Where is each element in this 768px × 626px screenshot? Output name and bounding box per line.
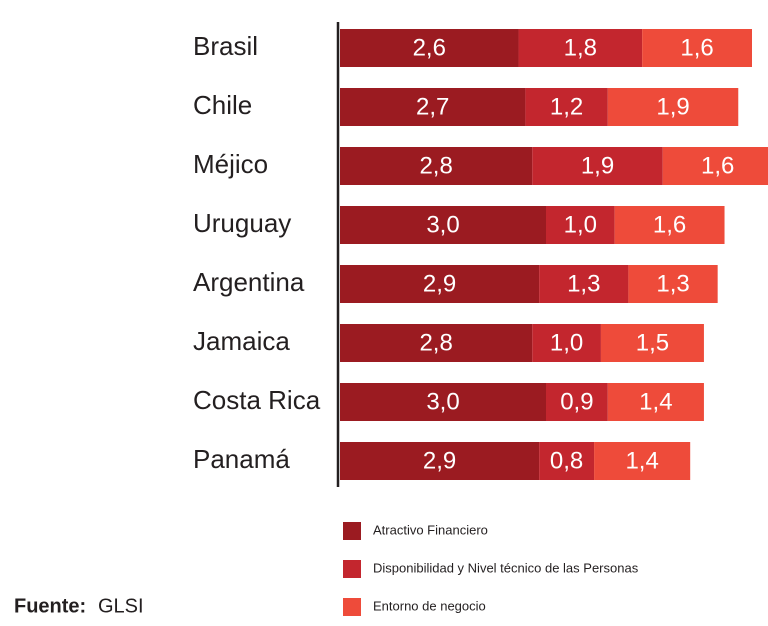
value-label: 1,4 — [625, 447, 658, 474]
value-label: 1,6 — [680, 34, 713, 61]
value-label: 2,7 — [416, 93, 449, 120]
bar-segment — [532, 324, 601, 362]
value-label: 2,8 — [419, 152, 452, 179]
bar-segment — [340, 442, 540, 480]
bar-segment — [594, 442, 691, 480]
value-label: 1,3 — [656, 270, 689, 297]
bar-segment — [340, 147, 533, 185]
value-label: 1,8 — [564, 34, 597, 61]
value-label: 2,9 — [423, 270, 456, 297]
bar-segment — [340, 324, 533, 362]
category-label: Chile — [193, 90, 252, 120]
bar-segment — [340, 29, 519, 67]
value-label: 1,5 — [636, 329, 669, 356]
legend-label: Disponibilidad y Nivel técnico de las Pe… — [373, 560, 639, 575]
bar-segment — [628, 265, 718, 303]
value-label: 1,0 — [550, 329, 583, 356]
legend-label: Atractivo Financiero — [373, 522, 488, 537]
category-label: Uruguay — [193, 208, 291, 238]
value-label: 1,6 — [653, 211, 686, 238]
bar-segment — [607, 383, 704, 421]
value-label: 1,9 — [581, 152, 614, 179]
bar-segment — [539, 442, 595, 480]
value-label: 2,8 — [419, 329, 452, 356]
value-label: 3,0 — [426, 211, 459, 238]
bar-segment — [607, 88, 739, 126]
value-label: 1,6 — [701, 152, 734, 179]
bar-segment — [340, 383, 546, 421]
category-label: Brasil — [193, 31, 258, 61]
bar-segment — [546, 383, 608, 421]
bar-segment — [340, 206, 546, 244]
source: GLSI — [98, 595, 144, 617]
bar-segment — [525, 88, 608, 126]
bar-segment — [662, 147, 768, 185]
value-label: 1,9 — [656, 93, 689, 120]
bar-segment — [340, 265, 540, 303]
category-label: Panamá — [193, 444, 290, 474]
bar-segment — [600, 324, 704, 362]
legend-swatch — [343, 560, 361, 578]
value-label: 1,0 — [564, 211, 597, 238]
category-label: Jamaica — [193, 326, 290, 356]
source-label: Fuente: — [14, 595, 86, 617]
category-label: Méjico — [193, 149, 268, 179]
bar-segment — [546, 206, 615, 244]
legend-label: Entorno de negocio — [373, 598, 486, 613]
bar-segment — [340, 88, 526, 126]
value-label: 3,0 — [426, 388, 459, 415]
bar-segment — [614, 206, 725, 244]
category-label: Argentina — [193, 267, 305, 297]
value-label: 0,8 — [550, 447, 583, 474]
value-label: 1,3 — [567, 270, 600, 297]
value-label: 0,9 — [560, 388, 593, 415]
value-label: 1,4 — [639, 388, 672, 415]
legend-swatch — [343, 598, 361, 616]
bar-segment — [539, 265, 629, 303]
bar-segment — [642, 29, 752, 67]
value-label: 1,2 — [550, 93, 583, 120]
value-label: 2,9 — [423, 447, 456, 474]
bar-segment — [518, 29, 643, 67]
category-label: Costa Rica — [193, 385, 321, 415]
bar-segment — [532, 147, 663, 185]
legend-swatch — [343, 522, 361, 540]
value-label: 2,6 — [413, 34, 446, 61]
